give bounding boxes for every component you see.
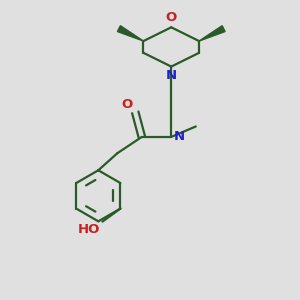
Polygon shape (199, 26, 225, 41)
Text: O: O (122, 98, 133, 111)
Polygon shape (117, 26, 143, 41)
Text: O: O (166, 11, 177, 24)
Text: N: N (166, 69, 177, 82)
Text: N: N (174, 130, 185, 143)
Text: HO: HO (77, 223, 100, 236)
